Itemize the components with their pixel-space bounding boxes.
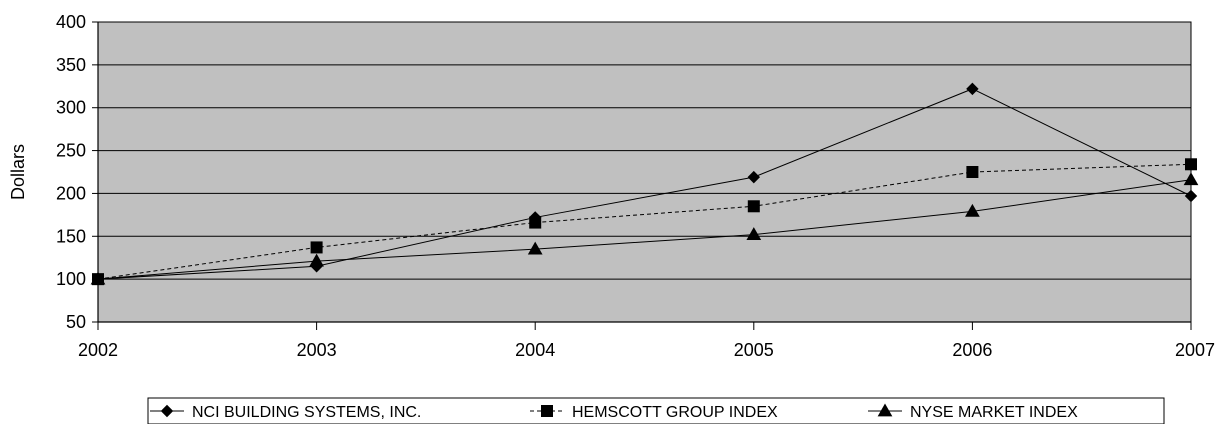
data-point-square <box>1185 158 1197 171</box>
legend-marker-triangle <box>877 403 893 417</box>
gridlines <box>98 21 1191 280</box>
axes: 50 100 150 200 250 300 350 400 2002 2003 2004 2005 2… <box>56 12 1215 360</box>
data-point-triangle <box>527 241 543 255</box>
series-lines <box>90 82 1199 286</box>
data-point-diamond <box>310 260 323 273</box>
legend: NCI BUILDING SYSTEMS, INC. HEMSCOTT GROUP… <box>147 397 1165 424</box>
legend-marker-diamond <box>160 404 174 418</box>
data-point-diamond <box>91 272 105 286</box>
series-line <box>97 88 1192 280</box>
legend-marker-square <box>541 405 553 417</box>
data-point-triangle <box>965 203 980 217</box>
x-tick-label: 2006 <box>952 340 992 360</box>
y-tick-label: 100 <box>56 269 86 289</box>
legend-label: NYSE MARKET INDEX <box>910 404 1078 421</box>
y-axis-label: Dollars <box>8 144 28 200</box>
y-tick-label: 50 <box>66 312 86 332</box>
x-tick-label: 2004 <box>515 340 555 360</box>
data-point-square <box>747 200 760 213</box>
y-tick-label: 150 <box>56 226 86 246</box>
y-tick-label: 250 <box>56 141 86 161</box>
data-point-diamond <box>747 170 761 184</box>
legend-box <box>147 397 1165 424</box>
data-point-square <box>310 241 323 254</box>
legend-item: NYSE MARKET INDEX <box>868 403 1078 421</box>
y-tick-label: 350 <box>56 55 86 75</box>
series-line <box>97 163 1192 280</box>
data-point-triangle <box>1183 172 1199 186</box>
y-tick-label: 400 <box>56 12 86 32</box>
legend-item: NCI BUILDING SYSTEMS, INC. <box>150 404 421 421</box>
y-tick-label: 300 <box>56 98 86 118</box>
plot-area <box>97 21 1192 323</box>
legend-label: HEMSCOTT GROUP INDEX <box>572 404 778 421</box>
data-point-diamond <box>1184 189 1198 203</box>
data-point-diamond <box>528 211 542 224</box>
series-line <box>97 179 1192 280</box>
data-point-square <box>966 166 979 178</box>
x-tick-label: 2007 <box>1175 340 1215 360</box>
data-point-triangle <box>746 227 762 240</box>
data-point-diamond <box>966 82 979 96</box>
series-diamond <box>91 82 1198 286</box>
x-tick-label: 2005 <box>734 340 774 360</box>
legend-label: NCI BUILDING SYSTEMS, INC. <box>192 404 421 421</box>
x-tick-label: 2003 <box>297 340 337 360</box>
x-tick-label: 2002 <box>78 340 118 360</box>
y-tick-label: 200 <box>56 183 86 203</box>
legend-item: HEMSCOTT GROUP INDEX <box>530 404 778 421</box>
